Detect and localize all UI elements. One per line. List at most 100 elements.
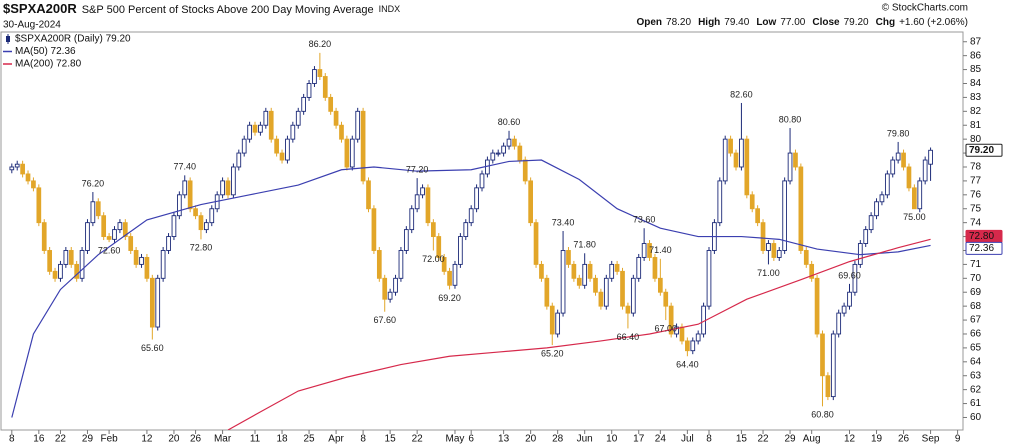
x-tick-label: Jul	[681, 434, 694, 445]
ma-line	[227, 238, 931, 430]
x-tick-label: Aug	[803, 434, 821, 445]
candle-body	[295, 110, 301, 126]
candle-body	[279, 152, 285, 161]
candle-body	[539, 263, 544, 279]
candle-body	[884, 173, 890, 196]
candle-body	[517, 145, 523, 161]
annotation: 65.60	[141, 343, 164, 353]
annotation: 69.20	[438, 293, 461, 303]
candle-body	[171, 215, 177, 238]
candle-body	[685, 340, 690, 352]
exchange: INDX	[379, 4, 401, 14]
candle-body	[717, 180, 723, 224]
candle-body	[582, 263, 588, 286]
candle-body	[31, 180, 36, 189]
annotation: 69.60	[838, 270, 861, 280]
annotation: 67.00	[654, 323, 677, 333]
x-tick-label: 20	[168, 434, 180, 445]
x-tick-label: 18	[276, 434, 288, 445]
candle-body	[728, 138, 733, 154]
candle-body	[458, 236, 463, 265]
candle-body	[344, 138, 350, 168]
value-tag	[965, 143, 1003, 157]
x-tick-label: 22	[55, 434, 67, 445]
symbol: $SPXA200R	[3, 1, 77, 16]
candle-body	[701, 305, 706, 335]
candle-body	[95, 201, 101, 217]
quote-value: 78.20	[666, 17, 691, 28]
candle-body	[149, 277, 155, 328]
candle-body	[339, 124, 344, 140]
date: 30-Aug-2024	[3, 20, 61, 31]
annotation: 72.80	[190, 243, 213, 253]
x-tick-label: 13	[498, 434, 510, 445]
candle-body	[306, 83, 312, 98]
candle-body	[452, 263, 458, 286]
x-tick-label: 26	[898, 434, 910, 445]
candle-body	[160, 250, 166, 279]
candle-body	[868, 215, 874, 231]
candle-body	[641, 243, 647, 258]
annotation: 71.80	[573, 240, 596, 250]
candle-body	[809, 263, 815, 279]
candle-body	[874, 201, 879, 217]
candle-body	[371, 208, 377, 251]
candle-body	[441, 256, 447, 272]
plot	[9, 52, 933, 430]
annotation: 82.60	[730, 89, 753, 99]
candle-body	[879, 194, 885, 203]
candle-body	[322, 76, 328, 98]
candle-body	[290, 124, 296, 140]
credit: © StockCharts.com	[882, 3, 968, 14]
candle-body	[20, 163, 25, 175]
x-tick-label: 15	[385, 434, 397, 445]
x-tick-label: 8	[9, 434, 15, 445]
candle-body	[901, 152, 906, 168]
candle-body	[571, 263, 577, 279]
plot-frame	[0, 31, 964, 431]
candle-body	[620, 270, 625, 307]
candle-body	[890, 159, 896, 175]
x-tick-label: 20	[525, 434, 537, 445]
candle-body	[182, 180, 188, 196]
candle-body	[560, 250, 566, 314]
candle-body	[506, 138, 512, 147]
candle-body	[468, 208, 474, 224]
quote-value: 77.00	[780, 17, 805, 28]
candle-body	[155, 277, 161, 328]
candle-body	[47, 250, 52, 272]
candle-body	[139, 256, 144, 265]
x-tick-label: 10	[606, 434, 618, 445]
legend-label: $SPXA200R (Daily) 79.20	[15, 34, 131, 45]
candle-body	[447, 270, 452, 286]
quote-label: Low	[756, 17, 776, 28]
candle-body	[841, 305, 847, 314]
candle-body	[112, 229, 117, 240]
candle-body	[198, 215, 204, 231]
candle-body	[674, 326, 679, 335]
candle-body	[782, 180, 788, 251]
candle-body	[576, 277, 582, 286]
candle-body	[847, 291, 852, 307]
x-tick-label: May	[446, 434, 465, 445]
candle-body	[393, 277, 398, 293]
candle-body	[166, 236, 171, 251]
candle-body	[301, 96, 307, 112]
annotation: 71.40	[649, 245, 672, 255]
candle-body	[722, 138, 728, 182]
y-tick-label: 71	[970, 259, 982, 270]
candle-body	[41, 222, 47, 251]
y-tick-label: 87	[970, 36, 982, 47]
candle-body	[479, 173, 485, 189]
candle-body	[490, 152, 496, 161]
candle-body	[668, 305, 674, 335]
candle-body	[74, 263, 80, 279]
candle-body	[603, 277, 609, 307]
value-tag-label: 79.20	[969, 145, 994, 156]
candle-body	[598, 291, 604, 307]
candle-body	[14, 163, 20, 168]
candle-body	[68, 250, 74, 265]
x-tick-label: 22	[757, 434, 769, 445]
x-tick-label: 17	[633, 434, 645, 445]
x-tick-label: 24	[655, 434, 667, 445]
